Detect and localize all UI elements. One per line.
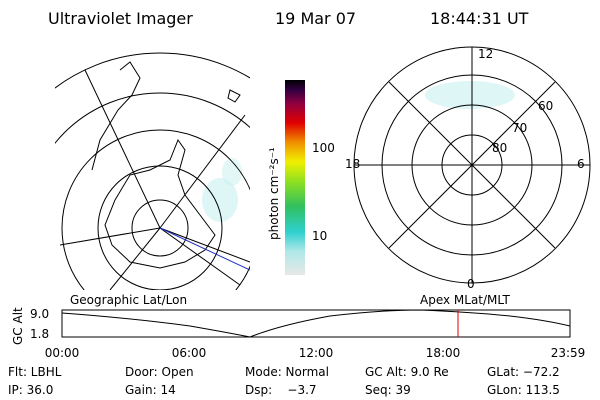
hour-label: 6 bbox=[577, 157, 585, 171]
left-label: Geographic Lat/Lon bbox=[70, 293, 187, 307]
info-field: Flt: LBHL bbox=[8, 365, 62, 379]
hour-label: 0 bbox=[467, 277, 475, 291]
date: 19 Mar 07 bbox=[275, 9, 356, 28]
x-label: 23:59 bbox=[551, 346, 586, 360]
info-field: GLat: −72.2 bbox=[487, 365, 560, 379]
colorbar-tick: 10 bbox=[312, 229, 327, 243]
y-label: 9.0 bbox=[30, 307, 49, 321]
info-field: Mode: Normal bbox=[245, 365, 329, 379]
info-field: Dsp: −3.7 bbox=[245, 383, 317, 397]
x-label: 06:00 bbox=[172, 346, 207, 360]
altitude-curve bbox=[61, 309, 571, 338]
info-field: GLon: 113.5 bbox=[487, 383, 560, 397]
colorbar-label: photon cm⁻²s⁻¹ bbox=[267, 147, 281, 240]
hour-label: 12 bbox=[478, 47, 493, 61]
polar-plot: 12 6 0 18 60 70 80 bbox=[345, 46, 591, 291]
lat-label: 70 bbox=[512, 121, 527, 135]
x-label: 18:00 bbox=[426, 346, 461, 360]
hour-label: 18 bbox=[345, 157, 360, 171]
info-field: GC Alt: 9.0 Re bbox=[365, 365, 449, 379]
info-field: Gain: 14 bbox=[125, 383, 176, 397]
title: Ultraviolet Imager bbox=[48, 9, 193, 28]
colorbar-tick: 100 bbox=[312, 141, 335, 155]
time: 18:44:31 UT bbox=[430, 9, 529, 28]
right-label: Apex MLat/MLT bbox=[420, 293, 510, 307]
geo-map bbox=[55, 52, 250, 290]
timeline-box bbox=[61, 309, 571, 338]
x-label: 12:00 bbox=[299, 346, 334, 360]
aurora bbox=[202, 158, 242, 222]
colorbar bbox=[285, 80, 305, 275]
info-field: Door: Open bbox=[125, 365, 194, 379]
lat-label: 80 bbox=[492, 141, 507, 155]
lat-label: 60 bbox=[538, 99, 553, 113]
x-label: 00:00 bbox=[45, 346, 80, 360]
y-label: 1.8 bbox=[30, 327, 49, 341]
info-field: IP: 36.0 bbox=[8, 383, 53, 397]
info-field: Seq: 39 bbox=[365, 383, 411, 397]
axis-label: GC Alt bbox=[11, 307, 25, 345]
